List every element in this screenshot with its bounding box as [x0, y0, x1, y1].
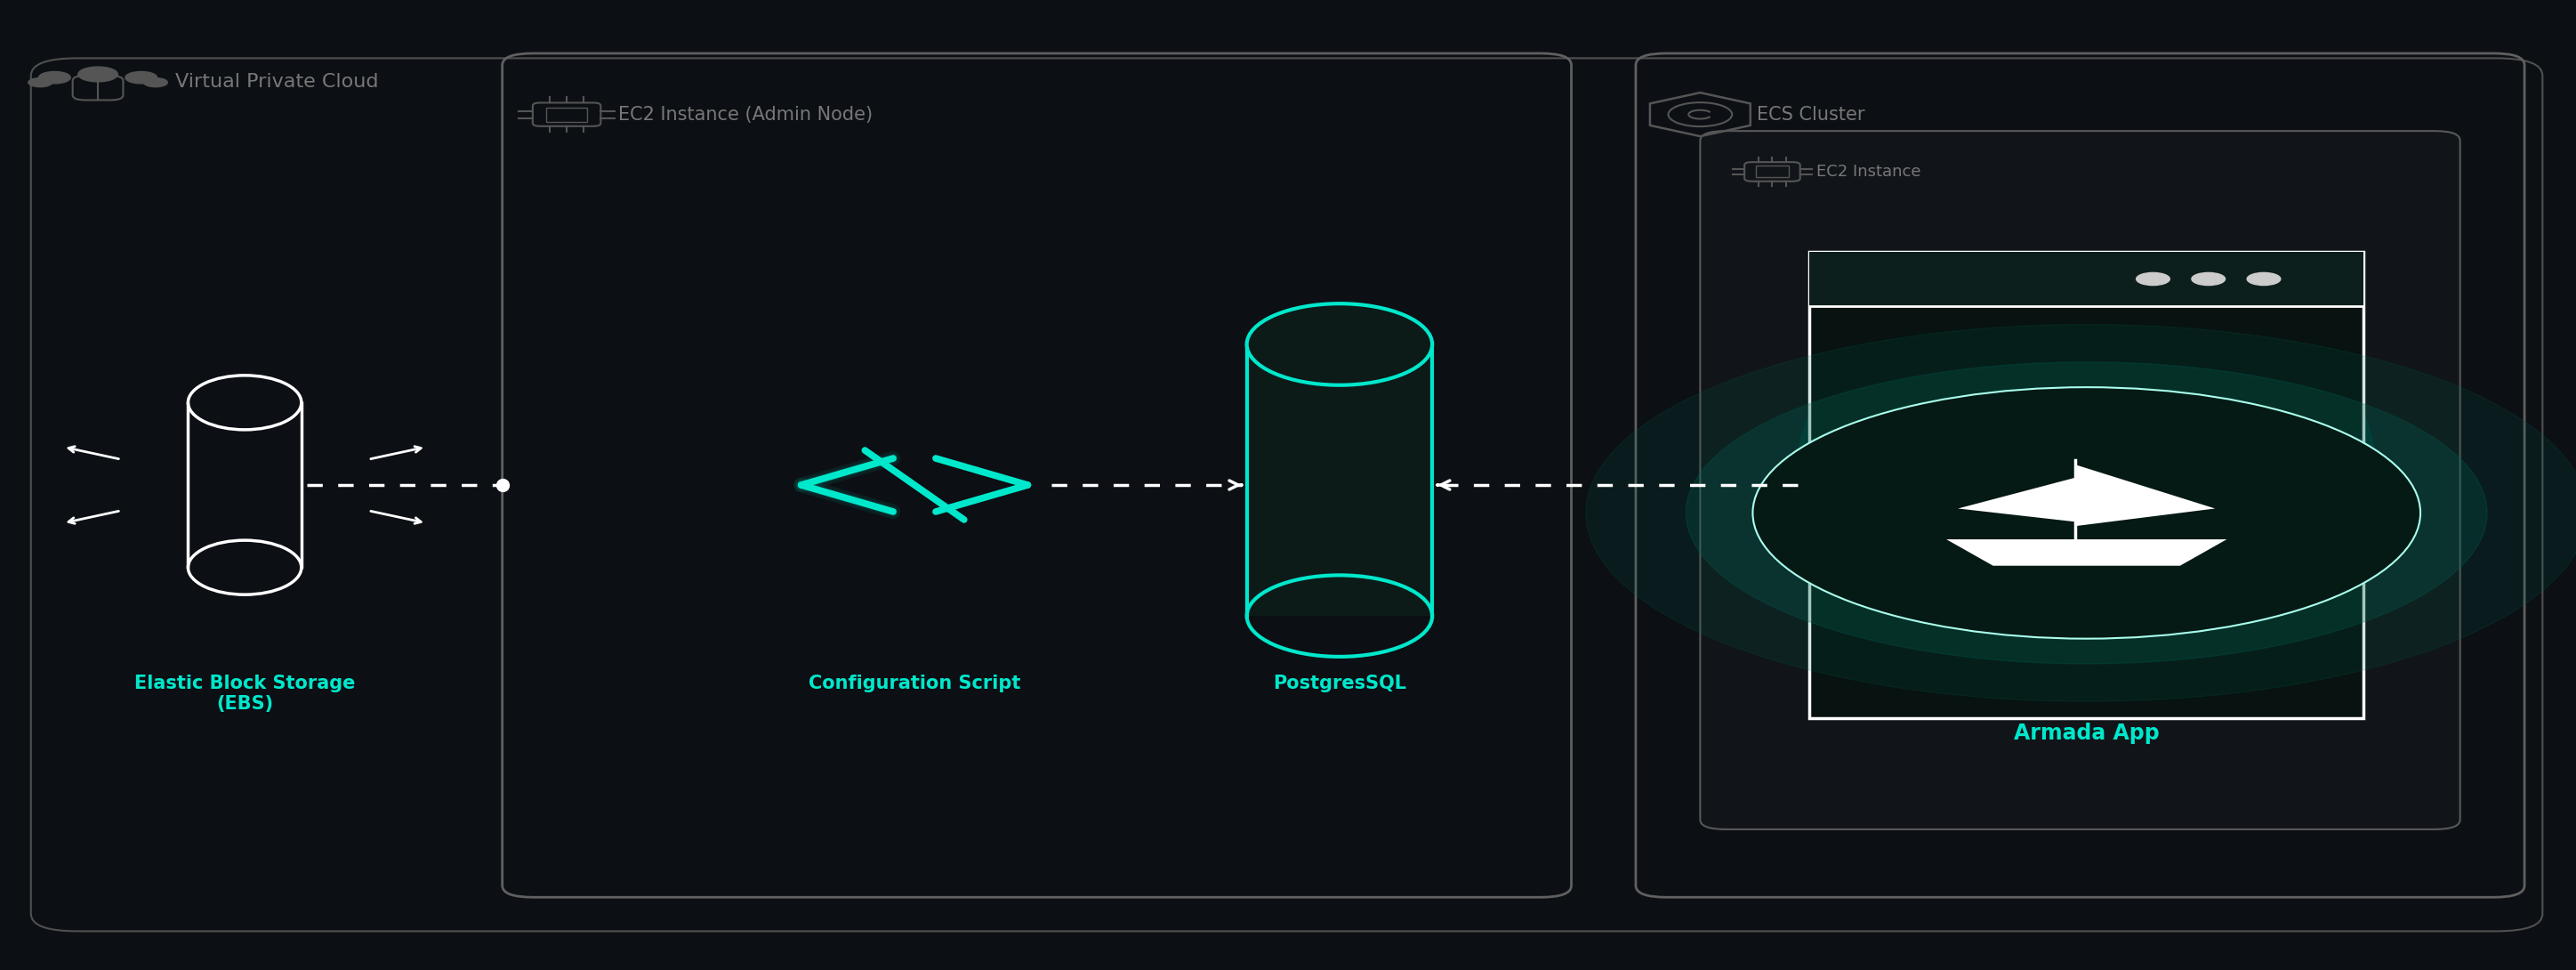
- Bar: [1247, 344, 1432, 616]
- Circle shape: [28, 78, 52, 87]
- Text: ECS Cluster: ECS Cluster: [1757, 106, 1865, 123]
- Circle shape: [1752, 387, 2421, 638]
- Text: PostgresSQL: PostgresSQL: [1273, 674, 1406, 692]
- Circle shape: [1685, 362, 2488, 663]
- Circle shape: [126, 72, 157, 83]
- Text: Virtual Private Cloud: Virtual Private Cloud: [175, 73, 379, 90]
- Polygon shape: [1947, 539, 2226, 566]
- Text: EC2 Instance (Admin Node): EC2 Instance (Admin Node): [618, 106, 873, 123]
- Circle shape: [39, 72, 70, 83]
- Circle shape: [1587, 324, 2576, 701]
- FancyBboxPatch shape: [1808, 252, 2365, 718]
- Circle shape: [2192, 273, 2226, 285]
- Polygon shape: [1958, 478, 2074, 522]
- Circle shape: [2246, 273, 2280, 285]
- Bar: [188, 403, 301, 567]
- Text: EC2 Instance: EC2 Instance: [1816, 164, 1922, 179]
- Text: Armada App: Armada App: [2014, 723, 2159, 744]
- Ellipse shape: [1795, 266, 2378, 685]
- Ellipse shape: [1795, 266, 2378, 685]
- Circle shape: [144, 78, 167, 87]
- FancyBboxPatch shape: [1700, 131, 2460, 829]
- Bar: [1808, 252, 2365, 306]
- Text: Configuration Script: Configuration Script: [809, 674, 1020, 692]
- Ellipse shape: [1247, 304, 1432, 385]
- Ellipse shape: [1795, 266, 2378, 685]
- Circle shape: [77, 67, 118, 81]
- Text: Elastic Block Storage
(EBS): Elastic Block Storage (EBS): [134, 674, 355, 713]
- Polygon shape: [2074, 465, 2215, 526]
- Circle shape: [2136, 273, 2169, 285]
